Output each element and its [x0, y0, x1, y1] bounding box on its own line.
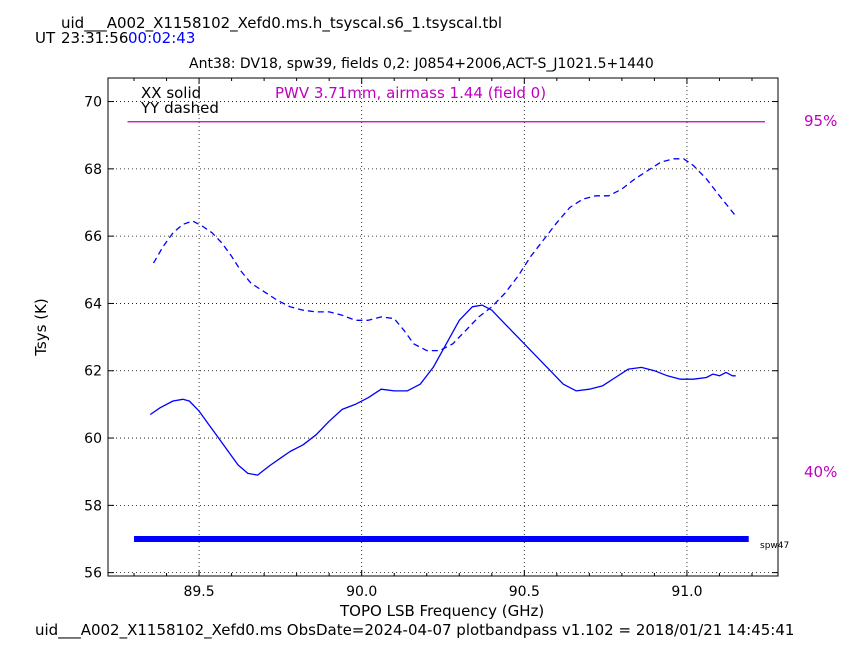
y-tick-label: 64	[84, 296, 102, 312]
x-tick-label: 91.0	[671, 584, 702, 600]
ut-label: UT	[35, 29, 56, 47]
x-tick-label: 90.5	[509, 584, 540, 600]
right-label-40: 40%	[804, 463, 838, 481]
y-tick-label: 56	[84, 566, 102, 582]
chart-title: Ant38: DV18, spw39, fields 0,2: J0854+20…	[189, 56, 654, 72]
legend-yy: YY dashed	[141, 99, 219, 117]
legend-xx: XX solid	[141, 84, 202, 102]
y-tick-label: 66	[84, 229, 102, 245]
table-name: uid___A002_X1158102_Xefd0.ms.h_tsyscal.s…	[61, 14, 503, 32]
y-tick-label: 58	[84, 498, 102, 514]
y-axis-label: Tsys (K)	[32, 298, 50, 356]
y-tick-label: 68	[84, 162, 102, 178]
ut-duration: 00:02:43	[128, 29, 196, 47]
spw-bar-label: spw47	[760, 541, 790, 551]
series-yy-line	[152, 158, 737, 352]
x-tick-label: 89.5	[183, 584, 214, 600]
y-tick-label: 62	[84, 364, 102, 380]
pwv-annotation: PWV 3.71mm, airmass 1.44 (field 0)	[275, 84, 547, 102]
y-tick-label: 70	[84, 95, 102, 111]
x-tick-label: 90.0	[346, 584, 377, 600]
series-xx-line	[149, 304, 736, 476]
plot-frame	[107, 77, 779, 577]
footer-text: uid___A002_X1158102_Xefd0.ms ObsDate=202…	[35, 621, 795, 639]
right-label-95: 95%	[804, 112, 838, 130]
ut-start: 23:31:56	[61, 29, 129, 47]
y-tick-label: 60	[84, 431, 102, 447]
x-axis-label: TOPO LSB Frequency (GHz)	[340, 602, 545, 620]
